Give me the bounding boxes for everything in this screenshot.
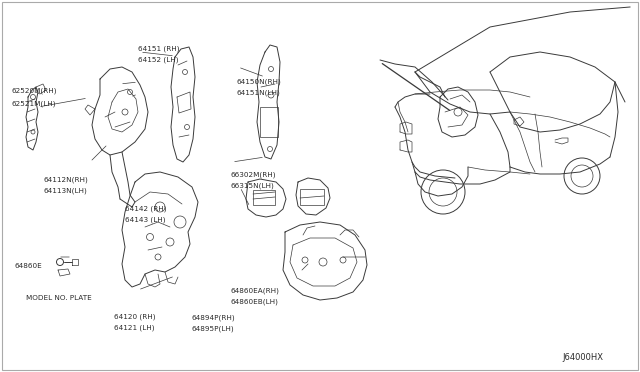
Text: 64121 (LH): 64121 (LH)	[114, 325, 154, 331]
Text: 64151 (RH): 64151 (RH)	[138, 45, 179, 52]
Text: 64150N(RH): 64150N(RH)	[237, 78, 282, 85]
Text: 64860EB(LH): 64860EB(LH)	[230, 299, 278, 305]
Text: 64143 (LH): 64143 (LH)	[125, 217, 165, 224]
Text: 64151N(LH): 64151N(LH)	[237, 90, 280, 96]
Text: 64860EA(RH): 64860EA(RH)	[230, 288, 279, 294]
Bar	[260, 107, 278, 137]
Text: 66315N(LH): 66315N(LH)	[230, 183, 274, 189]
Text: 64120 (RH): 64120 (RH)	[114, 314, 156, 320]
Text: 64894P(RH): 64894P(RH)	[192, 315, 236, 321]
Text: 64112N(RH): 64112N(RH)	[44, 176, 88, 183]
Text: 62520M(RH): 62520M(RH)	[12, 88, 57, 94]
Text: 66302M(RH): 66302M(RH)	[230, 171, 276, 178]
Text: 62521M(LH): 62521M(LH)	[12, 101, 56, 108]
Text: J64000HX: J64000HX	[562, 353, 603, 362]
Text: 64113N(LH): 64113N(LH)	[44, 187, 87, 194]
Text: 64142 (RH): 64142 (RH)	[125, 206, 166, 212]
Bar	[300, 189, 324, 205]
Text: 64152 (LH): 64152 (LH)	[138, 56, 178, 63]
Text: 64895P(LH): 64895P(LH)	[192, 326, 235, 333]
Bar	[253, 190, 275, 205]
Text: MODEL NO. PLATE: MODEL NO. PLATE	[26, 295, 92, 301]
Text: 64860E: 64860E	[14, 263, 42, 269]
